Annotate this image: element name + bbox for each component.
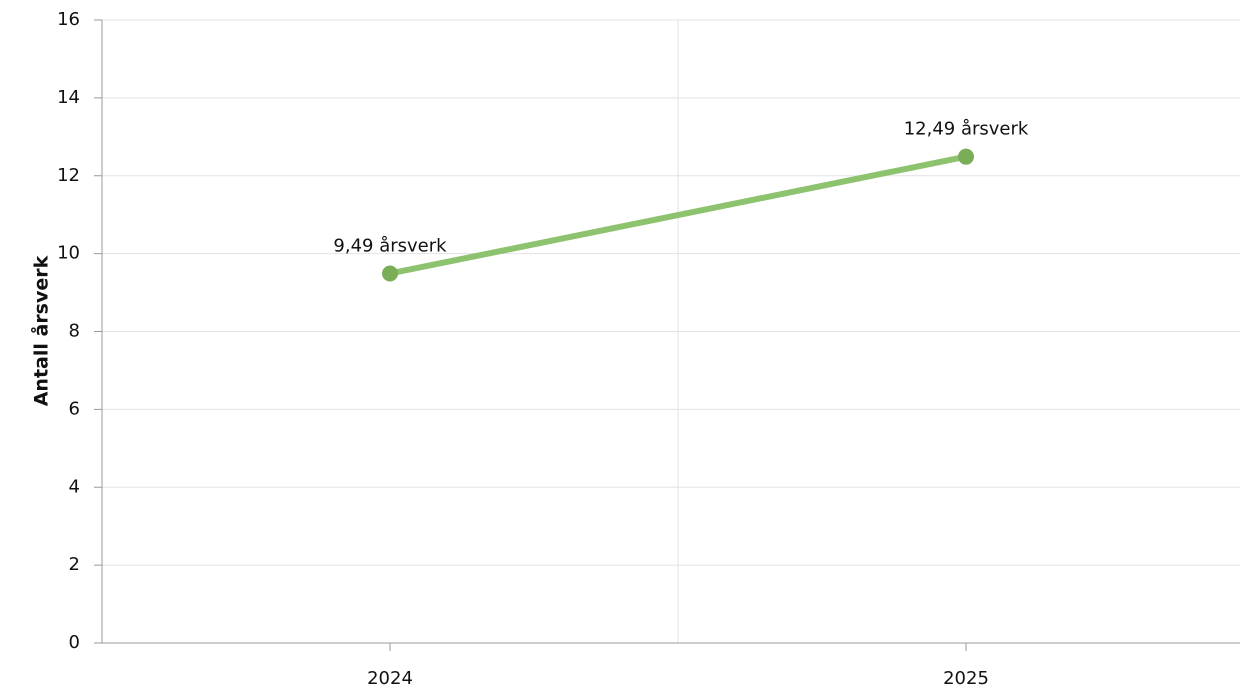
y-tick-label: 8 xyxy=(69,321,80,342)
y-tick-label: 4 xyxy=(69,476,80,497)
x-tick-label: 2024 xyxy=(367,668,413,689)
y-tick-label: 2 xyxy=(69,554,80,575)
marker xyxy=(958,148,974,165)
y-tick-label: 0 xyxy=(69,632,80,653)
y-tick-label: 16 xyxy=(57,9,80,30)
y-tick-label: 12 xyxy=(57,165,80,186)
line xyxy=(387,153,969,277)
x-tick-label: 2025 xyxy=(943,668,989,689)
data-label: 9,49 årsverk xyxy=(333,235,447,256)
data-label: 12,49 årsverk xyxy=(904,119,1029,140)
marker xyxy=(382,265,398,282)
y-axis-label: Antall årsverk xyxy=(29,255,53,406)
y-tick-label: 10 xyxy=(57,243,80,264)
y-tick-label: 6 xyxy=(69,398,80,419)
y-tick-label: 14 xyxy=(57,87,80,108)
